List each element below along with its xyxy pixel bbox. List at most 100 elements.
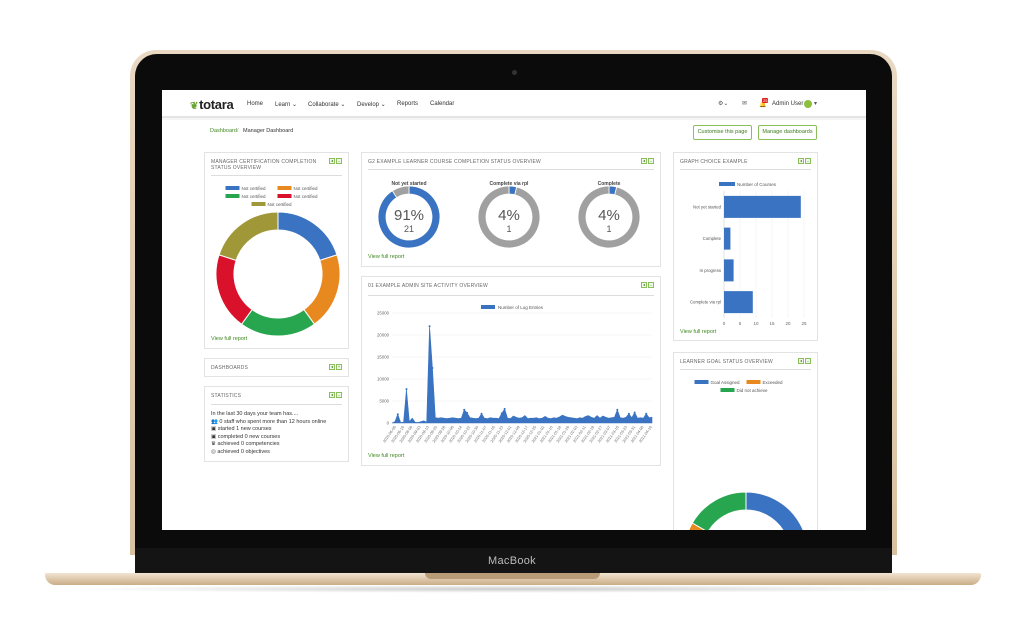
bar xyxy=(724,259,734,282)
donut-slice xyxy=(745,491,804,530)
notification-badge: 25 xyxy=(762,98,769,103)
legend-swatch xyxy=(746,380,761,384)
bar xyxy=(724,195,801,218)
activity-panel: 01 EXAMPLE ADMIN SITE ACTIVITY OVERVIEW … xyxy=(361,276,661,466)
collapse-icon[interactable]: – xyxy=(805,158,811,164)
y-tick-label: 25000 xyxy=(377,311,390,316)
horizontal-bar-chart: Number of Courses 0 5 10 15 20 25 Not yet start… xyxy=(690,182,807,326)
laptop-shadow xyxy=(60,585,965,593)
data-point xyxy=(405,388,408,391)
view-full-report-link[interactable]: View full report xyxy=(680,329,717,335)
panel-title: G2 EXAMPLE LEARNER COURSE COMPLETION STA… xyxy=(368,159,541,165)
area-series xyxy=(391,326,653,424)
donut-slice xyxy=(477,185,541,249)
legend-swatch xyxy=(481,305,495,309)
customise-page-button[interactable]: Customise this page xyxy=(693,125,752,140)
donut-count: 1 xyxy=(506,224,511,234)
data-point xyxy=(431,367,434,369)
statistics-panel: STATISTICS ◂ – In the last 30 days your t… xyxy=(204,386,349,462)
avatar[interactable] xyxy=(804,100,812,108)
totara-logo[interactable]: ❦totara xyxy=(190,97,234,112)
collapse-icon[interactable]: – xyxy=(336,158,342,164)
collapse-icon[interactable]: – xyxy=(648,158,654,164)
move-icon[interactable]: ◂ xyxy=(641,158,647,164)
data-point xyxy=(627,412,630,415)
view-full-report-link[interactable]: View full report xyxy=(368,453,405,459)
collapse-icon[interactable]: – xyxy=(805,358,811,364)
data-point xyxy=(645,412,648,415)
move-icon[interactable]: ◂ xyxy=(641,282,647,288)
breadcrumb-current: Manager Dashboard xyxy=(243,128,294,134)
data-point xyxy=(428,325,431,328)
nav-learn[interactable]: Learn ⌄ xyxy=(275,102,298,108)
legend-swatch xyxy=(277,194,292,198)
legend-label: Did not achieve xyxy=(737,388,769,393)
move-icon[interactable]: ◂ xyxy=(329,392,335,398)
donut-slice xyxy=(303,254,341,325)
nav-reports[interactable]: Reports xyxy=(397,101,419,107)
nav-develop[interactable]: Develop ⌄ xyxy=(357,102,386,108)
move-icon[interactable]: ◂ xyxy=(798,358,804,364)
user-menu[interactable]: Admin User xyxy=(772,101,804,107)
y-category-label: Not yet started xyxy=(693,204,722,209)
y-category-label: Complete via rpl xyxy=(690,300,721,305)
donut-count: 21 xyxy=(404,224,414,234)
donut-percent: 4% xyxy=(598,207,620,224)
legend-swatch xyxy=(251,202,266,206)
stat-staff: 👥 0 staff who spent more than 12 hours o… xyxy=(211,418,327,425)
data-point xyxy=(500,412,503,415)
panel-title: LEARNER GOAL STATUS OVERVIEW xyxy=(680,359,773,365)
nav-calendar[interactable]: Calendar xyxy=(430,101,455,107)
bar xyxy=(724,227,731,250)
top-nav: ❦totara Home Learn ⌄ Collaborate ⌄ Devel… xyxy=(162,90,866,118)
logo-text: totara xyxy=(199,97,234,112)
legend-label: Number of Courses xyxy=(737,182,777,187)
goal-status-panel: LEARNER GOAL STATUS OVERVIEW ◂ – Goal Ass… xyxy=(673,352,818,530)
laptop-chin xyxy=(135,548,892,574)
collapse-icon[interactable]: – xyxy=(648,282,654,288)
breadcrumb-dashboard[interactable]: Dashboard xyxy=(210,128,237,134)
course-completed-icon: ▣ xyxy=(211,433,217,440)
data-point xyxy=(480,412,483,415)
nav-collaborate[interactable]: Collaborate ⌄ xyxy=(308,102,346,108)
messages-icon[interactable]: ✉ xyxy=(742,101,748,107)
panel-title: STATISTICS xyxy=(211,393,242,399)
expand-icon[interactable]: + xyxy=(336,364,342,370)
learner-completion-panel: G2 EXAMPLE LEARNER COURSE COMPLETION STA… xyxy=(361,152,661,267)
legend-label: Goal Assigned xyxy=(711,380,741,385)
panel-title: MANAGER CERTIFICATION COMPLETION STATUS … xyxy=(211,159,317,171)
x-tick-label: 15 xyxy=(769,321,775,326)
donut-count: 1 xyxy=(606,224,611,234)
donut-slice xyxy=(277,211,338,262)
y-tick-label: 10000 xyxy=(377,377,390,382)
nav-home[interactable]: Home xyxy=(247,101,264,107)
legend-label: Number of Log Entries xyxy=(498,305,544,310)
donut-title: Complete via rpl xyxy=(490,181,530,187)
stat-completed: ▣ completed 0 new courses xyxy=(211,433,281,440)
y-category-label: Complete xyxy=(703,236,722,241)
legend-swatch xyxy=(225,194,240,198)
move-icon[interactable]: ◂ xyxy=(329,364,335,370)
data-point xyxy=(396,413,399,416)
y-tick-label: 0 xyxy=(387,421,390,426)
data-point xyxy=(633,411,636,414)
legend-swatch xyxy=(694,380,709,384)
notification-bell-icon[interactable]: 🔔 xyxy=(759,102,767,108)
laptop-notch xyxy=(425,573,600,579)
view-full-report-link[interactable]: View full report xyxy=(211,336,248,342)
goal-donut-chart: Goal Assigned Exceeded Did not achieve xyxy=(688,380,804,530)
move-icon[interactable]: ◂ xyxy=(798,158,804,164)
graph-choice-panel: GRAPH CHOICE EXAMPLE ◂ – Number of Course… xyxy=(673,152,818,341)
view-full-report-link[interactable]: View full report xyxy=(368,254,405,260)
help-icon[interactable]: ⚙⌄ xyxy=(718,101,729,107)
collapse-icon[interactable]: – xyxy=(336,392,342,398)
caret-down-icon[interactable]: ▾ xyxy=(814,101,818,107)
manage-dashboards-button[interactable]: Manage dashboards xyxy=(758,125,817,140)
x-tick-label: 20 xyxy=(785,321,791,326)
donut-slice xyxy=(577,185,641,249)
donut-title: Not yet started xyxy=(391,181,426,187)
legend-label: Not certified xyxy=(294,194,319,199)
legend-label: Not certified xyxy=(242,194,267,199)
move-icon[interactable]: ◂ xyxy=(329,158,335,164)
